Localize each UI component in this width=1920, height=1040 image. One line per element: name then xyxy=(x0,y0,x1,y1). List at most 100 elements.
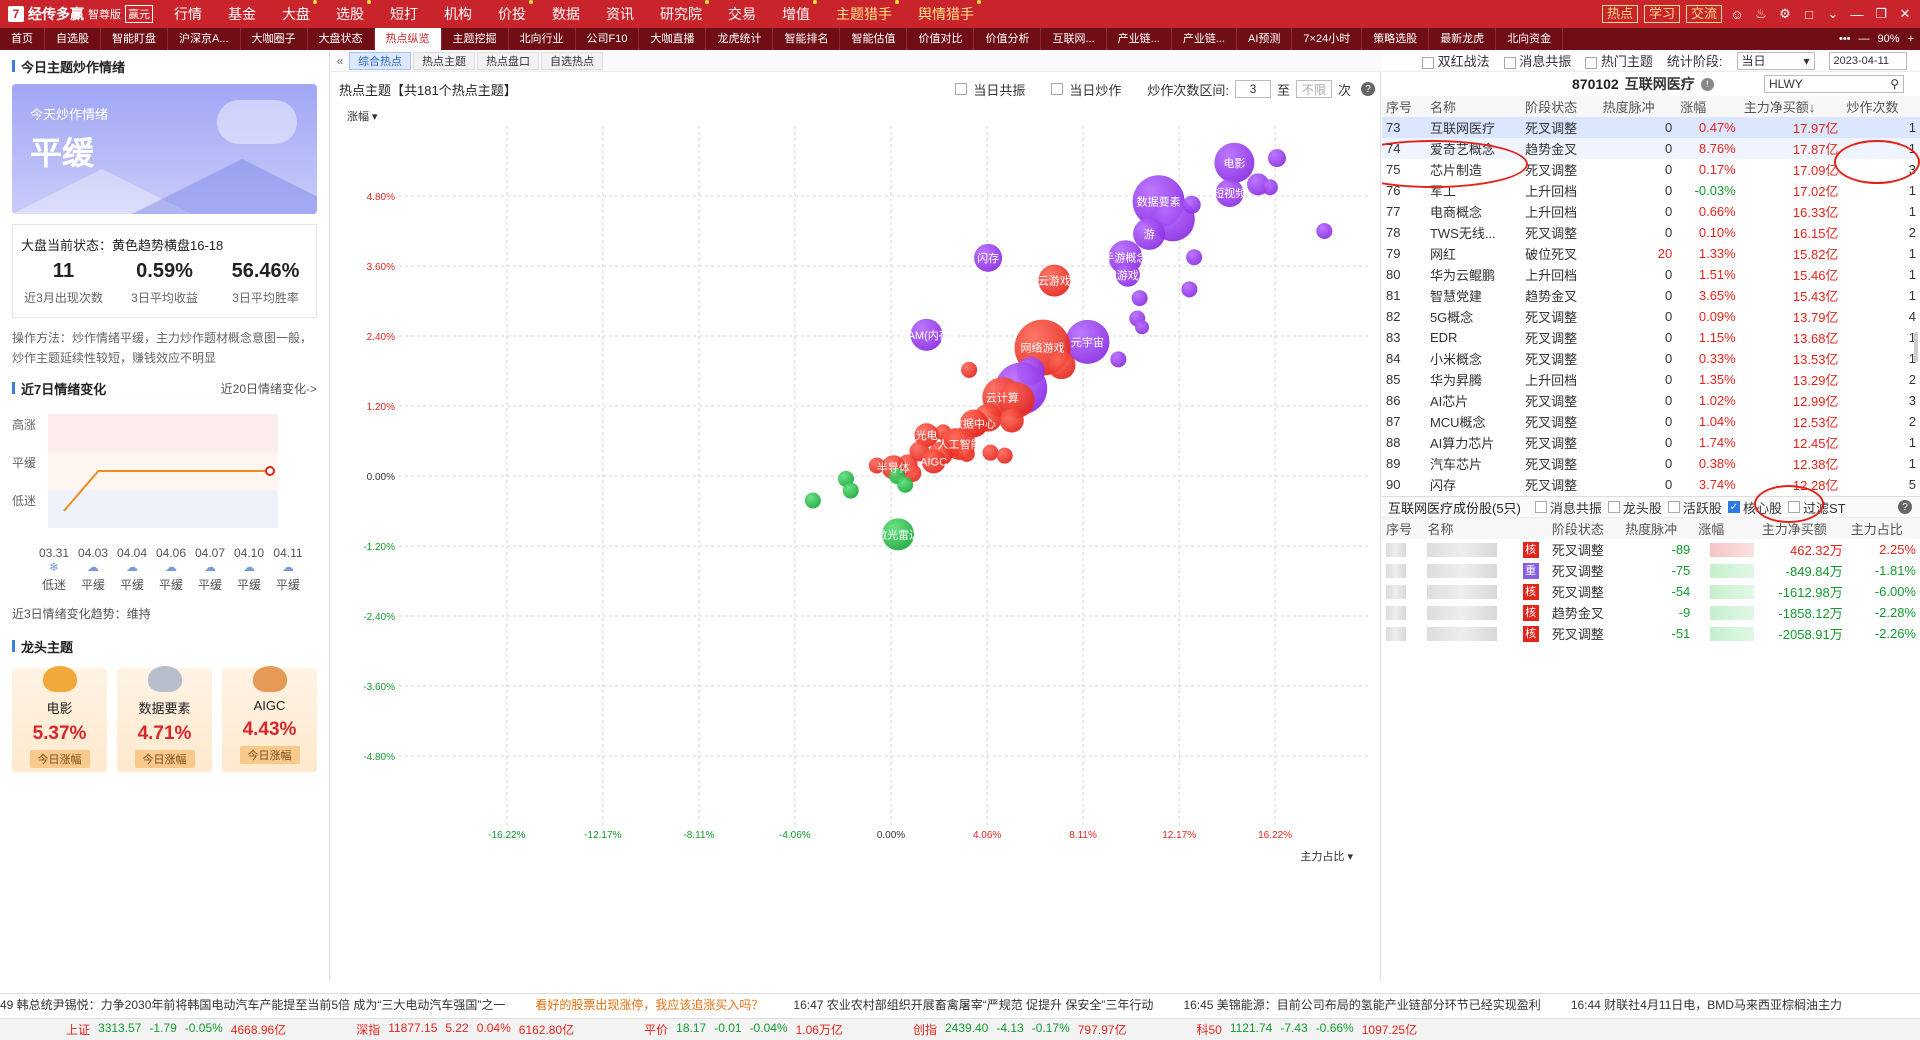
theme-bubble[interactable] xyxy=(1135,320,1150,335)
theme-bubble[interactable] xyxy=(1215,179,1244,208)
theme-bubble[interactable] xyxy=(1182,195,1201,214)
news-item[interactable]: 16:47 农业农村部组织开展畜禽屠宰“严规范 促提升 保安全”三年行动 xyxy=(793,998,1154,1012)
dropdown-icon[interactable]: ⌄ xyxy=(1827,6,1839,21)
x-axis-label[interactable]: 主力占比 ▾ xyxy=(1300,849,1353,863)
index-item[interactable]: 平价 18.17 -0.01 -0.04% 1.06万亿 xyxy=(644,1021,843,1038)
window-icon[interactable]: □ xyxy=(1805,6,1813,22)
function-tab[interactable]: 主题挖掘 xyxy=(442,28,509,50)
theme-bubble[interactable] xyxy=(998,382,1035,419)
function-tab[interactable]: 智能排名 xyxy=(773,28,841,50)
theme-bubble[interactable] xyxy=(1110,351,1127,368)
theme-bubble[interactable] xyxy=(1133,217,1166,250)
table-row[interactable]: 78 TWS无线... 死叉调整 0 0.10% 16.15亿 2 xyxy=(1382,222,1920,243)
hot-button[interactable]: 热点 xyxy=(1601,5,1638,23)
function-tab[interactable]: 产业链... xyxy=(1172,28,1237,50)
theme-search-input[interactable]: HLWY ⚲ xyxy=(1764,75,1904,93)
function-tab[interactable]: 大盘状态 xyxy=(308,28,375,50)
function-tab[interactable]: 价值分析 xyxy=(974,28,1042,50)
news-item[interactable]: 看好的股票出现涨停，我应该追涨买入吗？ xyxy=(535,998,764,1012)
column-header[interactable]: 涨幅 xyxy=(1676,96,1740,117)
table-row[interactable]: 85 华为昇腾 上升回档 0 1.35% 13.29亿 2 xyxy=(1382,369,1920,390)
theme-bubble[interactable] xyxy=(1065,319,1110,364)
hot-theme-checkbox[interactable] xyxy=(1585,56,1598,69)
function-tab[interactable]: 互联网... xyxy=(1041,28,1107,50)
menu-item[interactable]: 机构 xyxy=(444,6,472,22)
menu-item[interactable]: 舆情猎手 xyxy=(905,0,987,24)
menu-item[interactable]: 大盘 xyxy=(269,0,323,24)
column-header[interactable]: 阶段状态 xyxy=(1521,96,1599,117)
function-tab[interactable]: 自选股 xyxy=(45,28,101,50)
function-tab[interactable]: 龙虎统计 xyxy=(706,28,774,50)
theme-bubble[interactable] xyxy=(868,457,885,474)
theme-bubble[interactable] xyxy=(1115,262,1140,287)
theme-bubble[interactable] xyxy=(958,445,975,462)
column-header[interactable]: 热度脉冲 xyxy=(1598,96,1677,117)
function-tab[interactable]: 北向行业 xyxy=(509,28,576,50)
index-item[interactable]: 深指 11877.15 5.22 0.04% 6162.80亿 xyxy=(356,1021,574,1038)
leader-card[interactable]: 电影 5.37% 今日涨幅 xyxy=(12,666,107,772)
theme-bubble[interactable] xyxy=(996,447,1013,464)
table-row[interactable]: 73 互联网医疗 死叉调整 0 0.47% 17.97亿 1 xyxy=(1382,117,1920,138)
component-filter-checkbox[interactable] xyxy=(1534,501,1547,513)
close-icon[interactable]: ✕ xyxy=(1899,6,1911,21)
period-select[interactable]: 当日 ▾ xyxy=(1736,51,1815,70)
function-tab[interactable]: 7×24小时 xyxy=(1292,28,1363,50)
bubble-tab[interactable]: 综合热点 xyxy=(349,51,411,70)
menu-item[interactable]: 主题猎手 xyxy=(823,0,905,24)
function-tab[interactable]: 大咖圈子 xyxy=(241,28,308,50)
menu-item[interactable]: 数据 xyxy=(552,6,580,22)
theme-bubble[interactable] xyxy=(974,243,1003,272)
function-tab[interactable]: 价值对比 xyxy=(907,28,975,50)
leader-card[interactable]: 数据要素 4.71% 今日涨幅 xyxy=(117,666,212,772)
menu-item[interactable]: 增值 xyxy=(769,0,823,24)
column-header[interactable]: 主力占比 xyxy=(1846,518,1920,539)
theme-bubble[interactable] xyxy=(897,476,914,493)
function-tab[interactable]: 大咖直播 xyxy=(639,28,707,50)
index-item[interactable]: 创指 2439.40 -4.13 -0.17% 797.97亿 xyxy=(913,1021,1127,1038)
search-icon[interactable]: ⚲ xyxy=(1890,77,1899,91)
trend-20d-link[interactable]: 近20日情绪变化-> xyxy=(220,381,317,396)
column-header[interactable]: 阶段状态 xyxy=(1547,518,1622,539)
exchange-button[interactable]: 交流 xyxy=(1685,5,1722,23)
column-header[interactable]: 热度脉冲 xyxy=(1621,518,1695,539)
component-filter-option[interactable]: 消息共振 xyxy=(1534,498,1602,517)
function-tab[interactable]: 热点纵览 xyxy=(374,28,442,50)
zoom-out-icon[interactable]: — xyxy=(1858,33,1870,45)
theme-bubble[interactable] xyxy=(842,482,859,499)
learn-button[interactable]: 学习 xyxy=(1643,5,1680,23)
y-axis-label[interactable]: 涨幅 ▾ xyxy=(347,110,378,123)
news-resonance-option[interactable]: 消息共振 xyxy=(1503,51,1571,70)
table-row[interactable]: 87 MCU概念 死叉调整 0 1.04% 12.53亿 2 xyxy=(1382,411,1920,432)
menu-item[interactable]: 短打 xyxy=(390,6,418,22)
bubble-tab[interactable]: 热点主题 xyxy=(413,51,475,70)
theme-bubble[interactable] xyxy=(882,518,915,551)
hot-theme-option[interactable]: 热门主题 xyxy=(1585,51,1653,70)
component-filter-option[interactable]: 活跃股 xyxy=(1667,498,1722,517)
bubble-tab[interactable]: 热点盘口 xyxy=(477,51,539,70)
function-tab[interactable]: 智能估值 xyxy=(840,28,908,50)
table-scrollbar[interactable] xyxy=(1914,332,1918,362)
table-row[interactable]: 83 EDR 死叉调整 0 1.15% 13.68亿 1 xyxy=(1382,327,1920,348)
leader-card[interactable]: AIGC 4.43% 今日涨幅 xyxy=(222,666,317,772)
menu-item[interactable]: 选股 xyxy=(323,0,377,24)
function-tab[interactable]: 沪深京A... xyxy=(168,28,241,50)
gear-icon[interactable]: ⚙ xyxy=(1779,6,1791,21)
theme-bubble[interactable] xyxy=(1181,281,1198,298)
bubble-tab[interactable]: 自选热点 xyxy=(541,51,603,70)
function-tab[interactable]: 产业链... xyxy=(1107,28,1172,50)
range-from-input[interactable]: 3 xyxy=(1234,80,1271,98)
column-header[interactable]: 名称 xyxy=(1423,518,1519,539)
table-row[interactable]: 核趋势金叉 -9 -1858.12万 -2.28% xyxy=(1382,602,1920,623)
menu-item[interactable]: 研究院 xyxy=(647,0,715,24)
column-header[interactable] xyxy=(1518,518,1548,539)
table-row[interactable]: 79 网红 破位死叉 20 1.33% 15.82亿 1 xyxy=(1382,243,1920,264)
table-row[interactable]: 82 5G概念 死叉调整 0 0.09% 13.79亿 4 xyxy=(1382,306,1920,327)
function-tab[interactable]: 智能盯盘 xyxy=(101,28,168,50)
table-row[interactable]: 核死叉调整 -54 -1612.98万 -6.00% xyxy=(1382,581,1920,602)
theme-bubble[interactable] xyxy=(1267,149,1286,168)
table-row[interactable]: 80 华为云鲲鹏 上升回档 0 1.51% 15.46亿 1 xyxy=(1382,264,1920,285)
same-day-hype-checkbox[interactable] xyxy=(1051,83,1064,95)
function-tab[interactable]: 北向资金 xyxy=(1496,28,1564,50)
column-header[interactable]: 主力净买额↓ xyxy=(1739,96,1843,117)
news-item[interactable]: 16:44 财联社4月11日电，BMD马来西亚棕榈油主力 xyxy=(1570,998,1842,1012)
